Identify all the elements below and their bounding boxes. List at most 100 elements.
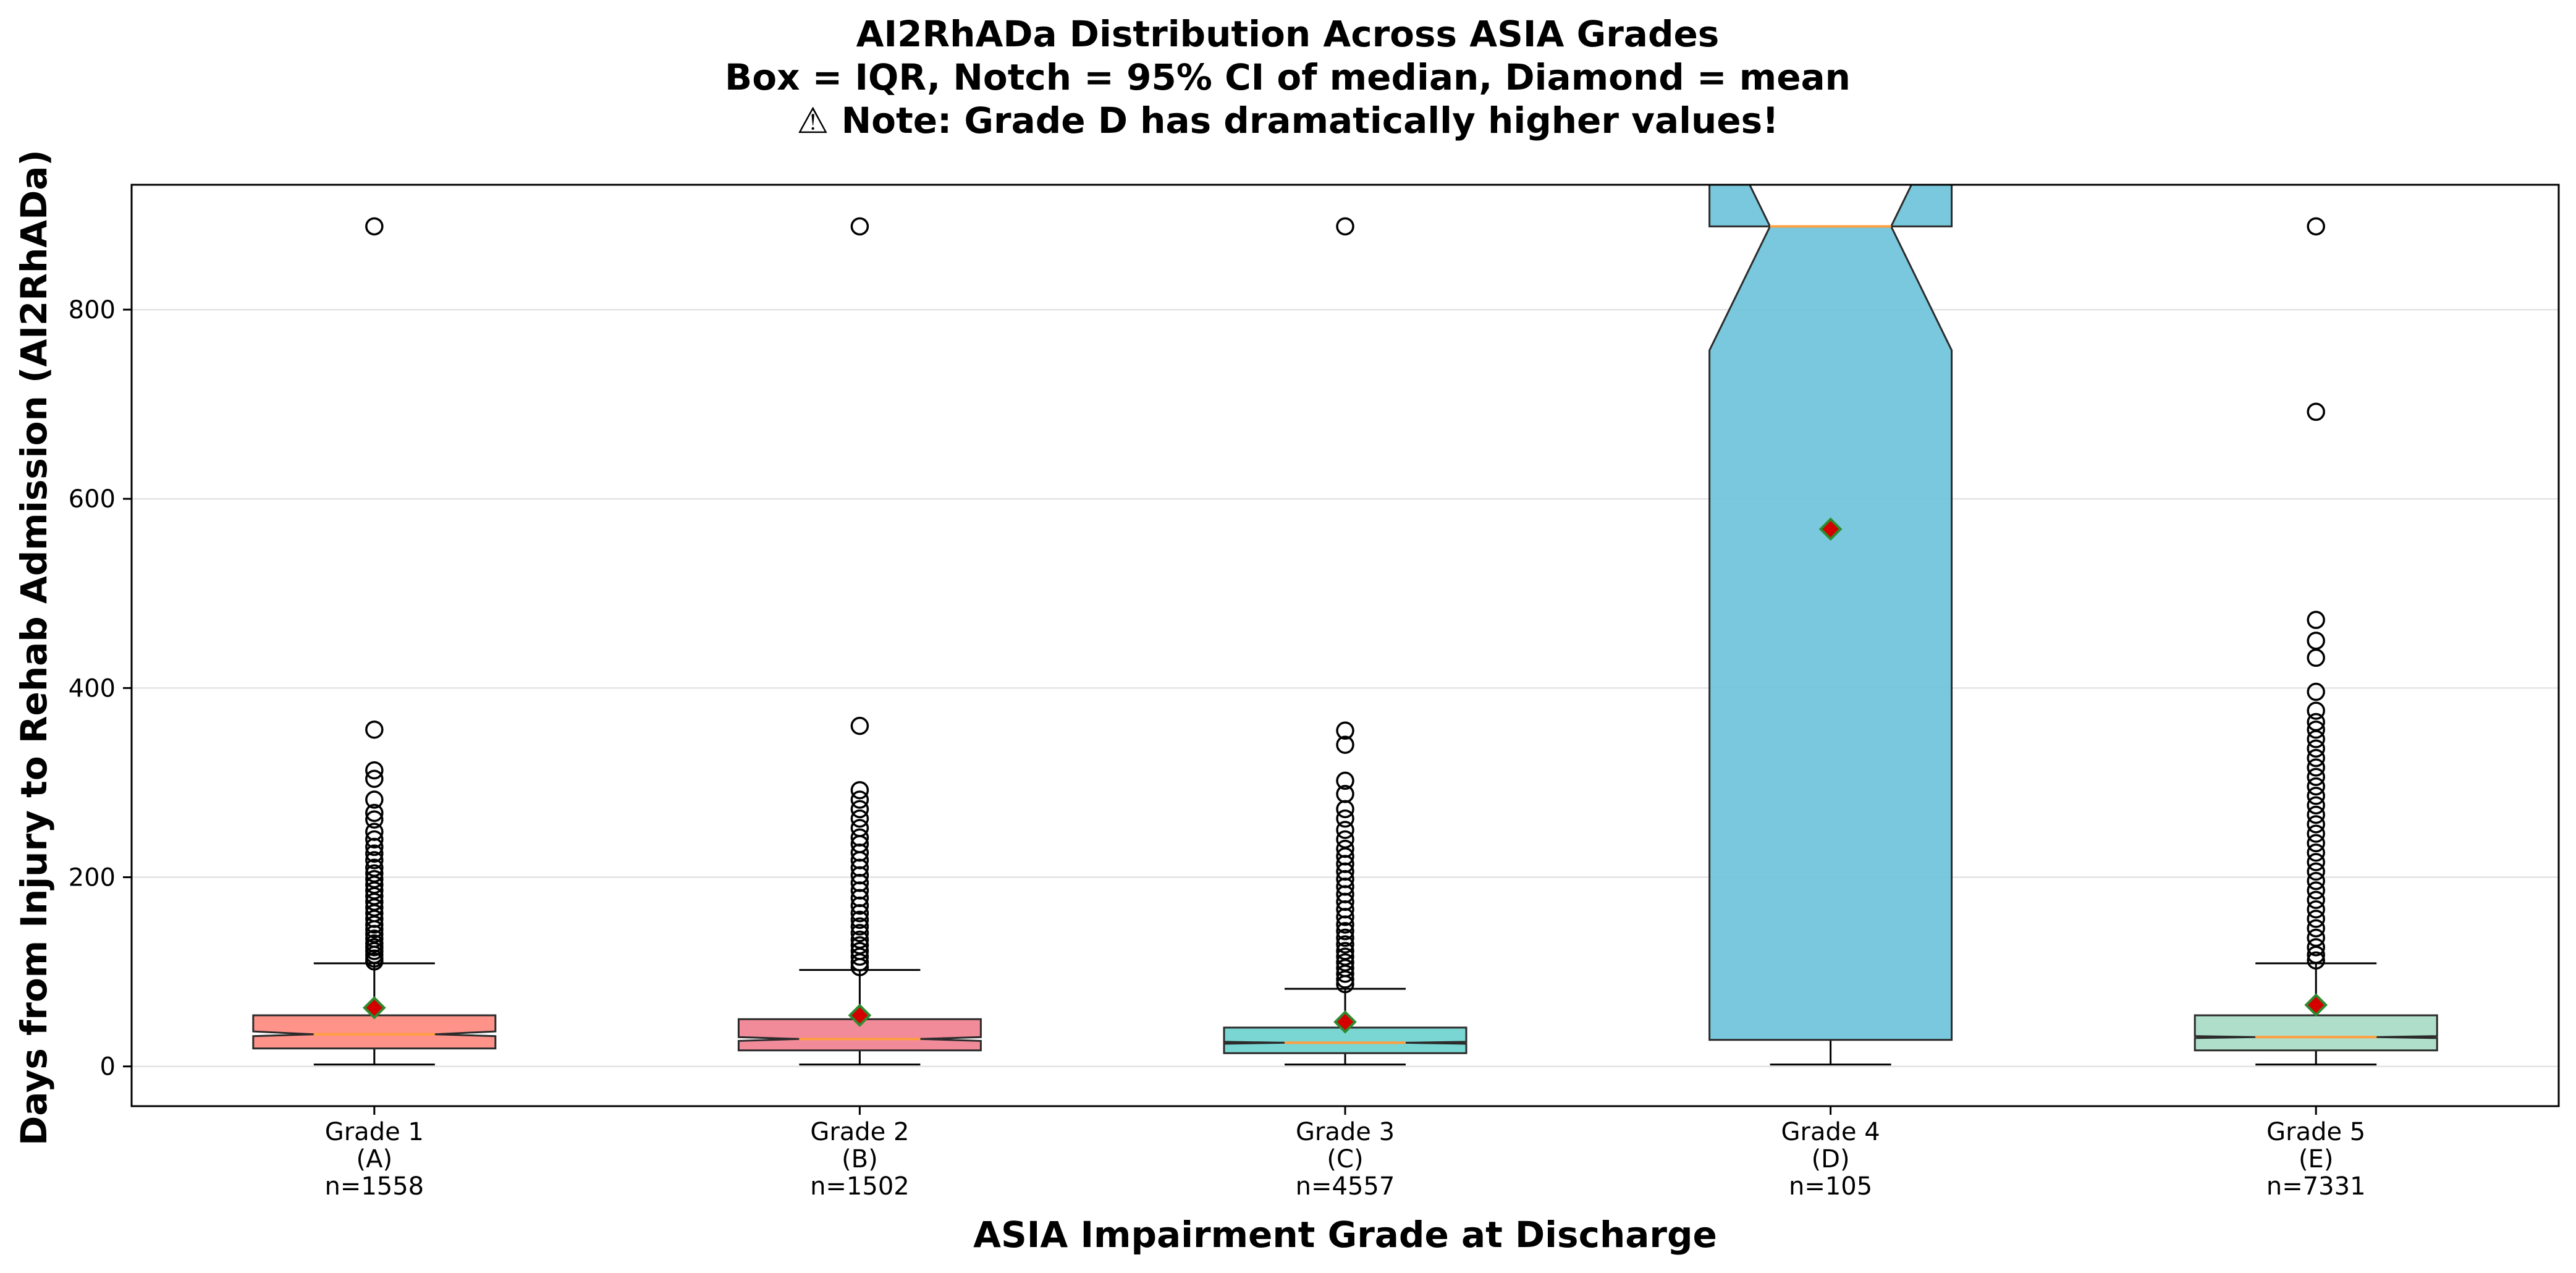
outlier-point [2307, 402, 2325, 421]
outlier-point [1336, 928, 1354, 947]
y-tick-label: 200 [69, 864, 116, 892]
outlier-point [365, 217, 384, 236]
x-tick-label: Grade 2 [810, 1118, 909, 1146]
x-tick-label: Grade 4 [1781, 1118, 1880, 1146]
box-plot-grade-5 [2194, 217, 2438, 1066]
y-tick-label: 800 [69, 296, 116, 324]
outlier-point [2307, 682, 2325, 701]
x-tick-label: Grade 1 [325, 1118, 424, 1146]
outlier-point [2307, 632, 2325, 650]
outlier-point [1336, 800, 1354, 819]
mean-diamond [1333, 1010, 1357, 1034]
chart-title-line-2: Box = IQR, Notch = 95% CI of median, Dia… [725, 56, 1851, 98]
outlier-point [850, 780, 869, 800]
box-plot-grade-3 [1223, 217, 1467, 1066]
iqr-box [1708, 185, 1953, 1041]
x-axis-label: ASIA Impairment Grade at Discharge [973, 1214, 1717, 1256]
iqr-box [737, 1018, 982, 1052]
outlier-point [365, 915, 384, 934]
plot-area-frame [130, 184, 2560, 1107]
outlier-point [850, 809, 869, 828]
outlier-point [2307, 611, 2325, 629]
outlier-point [2307, 843, 2325, 862]
outlier-point [365, 790, 384, 809]
outlier-point [1336, 809, 1354, 828]
y-tick-label: 0 [100, 1053, 116, 1081]
outlier-point [365, 830, 384, 849]
iqr-box [1223, 1026, 1467, 1054]
outlier-point [850, 947, 869, 966]
x-tick-label: n=7331 [2266, 1172, 2366, 1201]
outlier-point [1336, 935, 1354, 954]
mean-diamond [1818, 517, 1843, 541]
outlier-point [365, 952, 384, 971]
outlier-point [1336, 821, 1354, 839]
outlier-point [1336, 217, 1354, 236]
outlier-point [2307, 796, 2325, 814]
outlier-point [365, 761, 384, 780]
mean-diamond [362, 996, 386, 1020]
outlier-point [2307, 928, 2325, 947]
chart-title-line-1: AI2RhADa Distribution Across ASIA Grades [856, 13, 1720, 55]
outlier-point [2307, 730, 2325, 748]
outlier-point [365, 851, 384, 869]
outlier-point [850, 800, 869, 819]
outlier-point [850, 790, 869, 809]
outlier-point [1336, 771, 1354, 790]
iqr-box [2194, 1014, 2438, 1052]
outlier-point [1336, 915, 1354, 934]
outlier-point [2307, 834, 2325, 853]
y-axis-ticks: 0 200 400 600 800 [69, 296, 132, 1081]
outlier-point [2307, 777, 2325, 796]
x-tick-label: (E) [2299, 1145, 2333, 1174]
outlier-point [850, 716, 869, 735]
outlier-point [2307, 862, 2325, 881]
x-tick-label: n=1558 [324, 1172, 424, 1201]
outlier-point [2307, 853, 2325, 871]
outlier-point [2307, 951, 2325, 970]
x-tick-label: n=1502 [810, 1172, 910, 1201]
box-plot-grade-1 [252, 217, 497, 1066]
outlier-point [850, 953, 869, 972]
outlier-point [365, 803, 384, 823]
outlier-point [365, 837, 384, 856]
outlier-point [2307, 919, 2325, 937]
outlier-point [850, 819, 869, 837]
outlier-point [365, 810, 384, 829]
y-axis-label: Days from Injury to Rehab Admission (AI2… [13, 150, 55, 1146]
outlier-point [1336, 908, 1354, 926]
outlier-point [2307, 748, 2325, 768]
outlier-point [850, 217, 869, 236]
outlier-point [2307, 805, 2325, 824]
x-tick-label: Grade 3 [1296, 1118, 1395, 1146]
outlier-point [2307, 890, 2325, 910]
outlier-point [850, 924, 869, 942]
outlier-point [2307, 758, 2325, 777]
y-tick-label: 600 [69, 485, 116, 514]
outlier-point [2307, 768, 2325, 787]
outlier-point [365, 769, 384, 789]
mean-diamond [2304, 993, 2328, 1017]
iqr-box [252, 1014, 497, 1050]
x-tick-label: (B) [842, 1145, 878, 1174]
outlier-point [365, 920, 384, 939]
outlier-point [2307, 815, 2325, 834]
outlier-point [2307, 217, 2325, 236]
x-tick-label: Grade 5 [2266, 1118, 2365, 1146]
outlier-point [850, 917, 869, 936]
x-tick-label: n=4557 [1296, 1172, 1395, 1201]
chart-title-line-3: ⚠ Note: Grade D has dramatically higher … [796, 99, 1778, 142]
outlier-point [365, 720, 384, 739]
mean-diamond [848, 1004, 872, 1027]
outlier-point [2307, 648, 2325, 667]
outlier-point [1336, 830, 1354, 849]
outlier-point [2307, 938, 2325, 957]
x-tick-label: (D) [1812, 1145, 1850, 1174]
outlier-point [2307, 701, 2325, 720]
outlier-point [365, 844, 384, 863]
outlier-point [1336, 970, 1354, 989]
outlier-point [2307, 871, 2325, 890]
box-plot-grade-2 [737, 217, 982, 1066]
